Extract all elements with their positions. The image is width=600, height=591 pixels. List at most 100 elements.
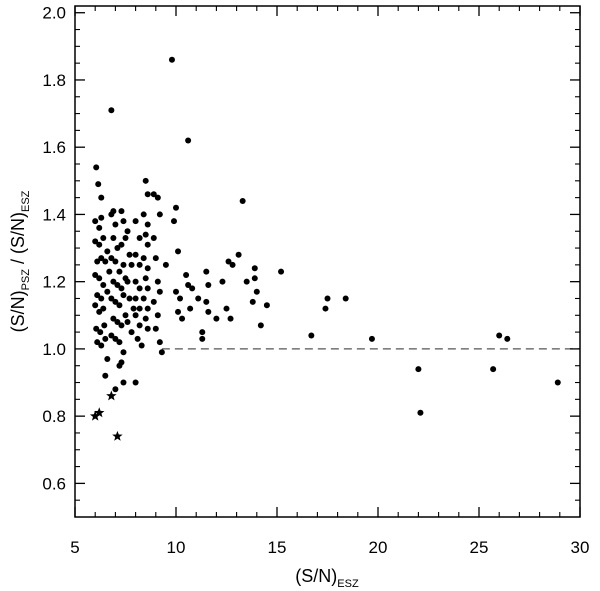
y-tick-label: 1.2 — [42, 273, 66, 292]
data-point — [308, 332, 315, 339]
data-point — [98, 342, 105, 349]
data-point — [124, 319, 131, 326]
data-point — [124, 278, 131, 285]
data-point — [185, 137, 192, 144]
data-point — [144, 265, 151, 272]
y-tick-label: 1.4 — [42, 205, 66, 224]
data-point — [227, 315, 234, 322]
data-point — [205, 282, 212, 289]
data-point — [96, 241, 103, 248]
data-point — [114, 319, 121, 326]
data-point — [257, 322, 264, 329]
data-point — [120, 261, 127, 268]
data-point — [136, 305, 143, 312]
data-point — [100, 282, 107, 289]
data-point — [94, 258, 101, 265]
data-point — [142, 275, 149, 282]
data-point — [213, 315, 220, 322]
data-point — [110, 234, 117, 241]
data-point — [140, 211, 147, 218]
data-point — [98, 194, 105, 201]
data-point — [144, 241, 151, 248]
data-point — [249, 298, 256, 305]
data-point — [92, 218, 99, 225]
data-point — [253, 288, 260, 295]
data-point — [112, 298, 119, 305]
data-point — [156, 211, 163, 218]
data-point — [100, 234, 107, 241]
tick-labels: 5 10 15 20 25 30 0.6 0.8 1.0 1.2 1.4 1.6 1.8 2.0 — [42, 4, 589, 557]
data-point — [144, 191, 151, 198]
data-point — [219, 278, 226, 285]
data-point — [179, 315, 186, 322]
data-point — [251, 275, 258, 282]
data-point — [112, 258, 119, 265]
data-point — [142, 315, 149, 322]
data-point — [490, 366, 497, 373]
data-point — [132, 278, 139, 285]
data-point — [94, 292, 101, 299]
data-point — [144, 285, 151, 292]
data-point — [136, 261, 143, 268]
data-point — [263, 302, 270, 309]
data-point — [152, 255, 159, 262]
data-point — [122, 234, 129, 241]
data-point — [278, 268, 285, 275]
data-point — [342, 295, 349, 302]
y-tick-label: 0.8 — [42, 407, 66, 426]
data-point — [154, 194, 161, 201]
data-point — [142, 231, 149, 238]
data-point — [170, 218, 177, 225]
y-tick-label: 1.0 — [42, 340, 66, 359]
y-tick-label: 1.8 — [42, 71, 66, 90]
x-tick-label: 30 — [571, 538, 590, 557]
data-point — [162, 261, 169, 268]
data-point — [144, 325, 151, 332]
y-tick-label: 0.6 — [42, 474, 66, 493]
data-point — [132, 312, 139, 319]
data-point — [120, 292, 127, 299]
data-point — [104, 288, 111, 295]
plot-frame — [74, 5, 581, 518]
data-point — [136, 234, 143, 241]
data-point — [116, 268, 123, 275]
data-point — [108, 295, 115, 302]
data-point — [93, 164, 100, 171]
y-axis-label: (S/N)PSZ / (S/N)ESZ — [8, 190, 32, 332]
data-point — [504, 335, 511, 342]
data-point — [92, 238, 99, 245]
x-tick-label: 5 — [70, 538, 79, 557]
data-point — [417, 409, 424, 416]
data-point — [100, 305, 107, 312]
data-point — [136, 285, 143, 292]
data-point — [134, 335, 141, 342]
data-point — [92, 271, 99, 278]
x-tick-label: 20 — [369, 538, 388, 557]
data-point — [138, 342, 145, 349]
data-point — [118, 322, 125, 329]
data-point — [98, 255, 105, 262]
data-point — [112, 386, 119, 393]
data-point — [132, 379, 139, 386]
data-point — [114, 245, 121, 252]
data-point — [150, 298, 157, 305]
data-point — [173, 288, 179, 295]
data-point — [205, 308, 212, 315]
x-axis-label: (S/N)ESZ — [295, 566, 359, 590]
data-point — [95, 181, 102, 188]
y-tick-label: 2.0 — [42, 4, 66, 23]
data-point — [124, 228, 131, 235]
data-point — [101, 322, 108, 329]
data-point — [173, 204, 179, 211]
data-point — [132, 251, 139, 258]
data-point — [142, 177, 149, 184]
data-point — [189, 285, 196, 292]
data-point — [152, 325, 159, 332]
data-point — [132, 295, 139, 302]
data-point — [140, 255, 147, 262]
data-point — [128, 261, 135, 268]
data-point — [132, 218, 139, 225]
star-point — [89, 410, 101, 421]
data-point — [156, 339, 163, 346]
data-point — [118, 208, 125, 215]
